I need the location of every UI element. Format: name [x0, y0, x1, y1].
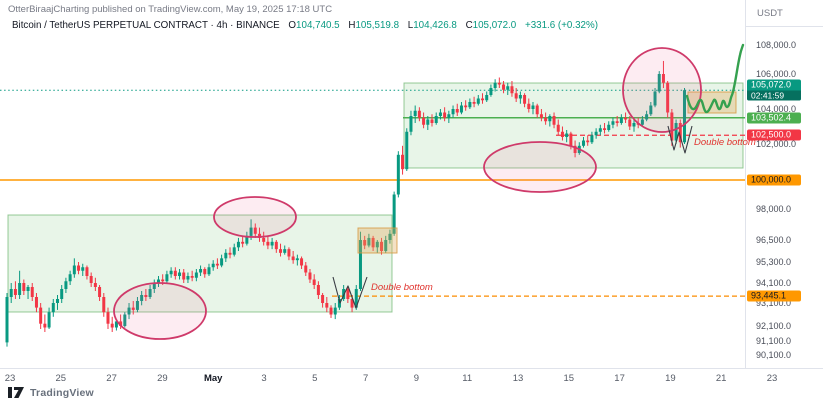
price-level-badge: 93,445.1 [747, 290, 801, 302]
time-tick-label: 17 [614, 373, 625, 384]
highlight-ellipse [213, 196, 297, 238]
price-tick-label: 96,500.0 [756, 235, 792, 245]
change-value: +331.6 (+0.32%) [524, 20, 598, 31]
price-tick-label: 102,000.0 [756, 139, 797, 149]
axis-currency-cell: USDT [746, 0, 823, 27]
high-value: 105,519.8 [355, 20, 400, 31]
price-level-badge: 100,000.0 [747, 174, 801, 186]
tradingview-logo[interactable]: TradingView [8, 386, 94, 399]
tradingview-logo-text: TradingView [30, 386, 94, 399]
double-bottom-zigzags [332, 125, 693, 309]
time-tick-label: 23 [766, 373, 778, 384]
double-bottom-label-1: Double bottom [371, 282, 433, 293]
price-tick-label: 93,100.0 [756, 298, 792, 308]
price-lines [0, 89, 745, 297]
time-tick-label: 9 [413, 373, 420, 384]
highlight-ellipse [483, 141, 597, 193]
close-label: C [465, 20, 473, 31]
price-tick-label: 104,000.0 [756, 104, 797, 114]
zigzag-pattern [332, 276, 368, 309]
price-tick-label: 91,100.0 [756, 336, 792, 346]
publish-watermark: OtterBiraajCharting published on Trading… [8, 4, 333, 15]
high-label: H [348, 20, 356, 31]
close-value: 105,072.0 [472, 20, 517, 31]
candle-countdown: 02:41:59 [747, 90, 801, 101]
tan-zone-box [357, 227, 398, 254]
price-level-badge: 102,500.0 [747, 129, 801, 141]
price-tick-label: 92,100.0 [756, 321, 792, 331]
price-axis[interactable]: USDT 108,000.0 106,000.0 104,000.0 102,000.… [745, 0, 823, 368]
current-price-badge: 105,072.0 02:41:59 [747, 79, 801, 101]
price-tick-label: 94,100.0 [756, 278, 792, 288]
time-tick-label: 15 [563, 373, 575, 384]
highlight-ellipse [622, 47, 702, 133]
time-tick-label: 29 [157, 373, 168, 384]
time-tick-label: 21 [715, 373, 727, 384]
time-tick-label: 11 [462, 373, 473, 384]
tradingview-logo-icon [8, 387, 24, 398]
time-tick-label: 27 [106, 373, 117, 384]
price-tick-label: 108,000.0 [756, 40, 797, 50]
time-tick-label: 19 [665, 373, 676, 384]
symbol-header: Bitcoin / TetherUS PERPETUAL CONTRACT · … [12, 20, 604, 31]
price-tick-label: 90,100.0 [756, 350, 792, 360]
price-tick-label: 95,300.0 [756, 257, 792, 267]
open-label: O [288, 20, 297, 31]
time-tick-label: 23 [4, 373, 16, 384]
projection-arrow [685, 43, 745, 114]
highlight-ellipse [113, 282, 207, 340]
time-tick-label: 25 [55, 373, 67, 384]
axis-currency-label: USDT [757, 8, 783, 19]
highlight-ellipses [113, 47, 702, 340]
double-bottom-label-2: Double bottom [694, 137, 756, 148]
low-value: 104,426.8 [413, 20, 457, 31]
symbol-title: Bitcoin / TetherUS PERPETUAL CONTRACT · … [12, 20, 280, 31]
open-value: 104,740.5 [296, 20, 340, 31]
time-tick-label: 5 [312, 373, 318, 384]
price-tick-label: 98,000.0 [756, 204, 792, 214]
zigzag-pattern [667, 125, 693, 154]
time-tick-label: 3 [261, 373, 267, 384]
time-axis[interactable]: 23 25 27 29 May 3 5 7 9 11 13 15 17 19 21 23 [0, 368, 823, 385]
time-tick-label: 7 [362, 373, 369, 384]
time-tick-label: 13 [512, 373, 524, 384]
low-label: L [407, 20, 414, 31]
time-tick-label: May [203, 373, 223, 384]
price-level-badge: 103,502.4 [747, 112, 801, 124]
price-tick-label: 106,000.0 [756, 69, 797, 79]
